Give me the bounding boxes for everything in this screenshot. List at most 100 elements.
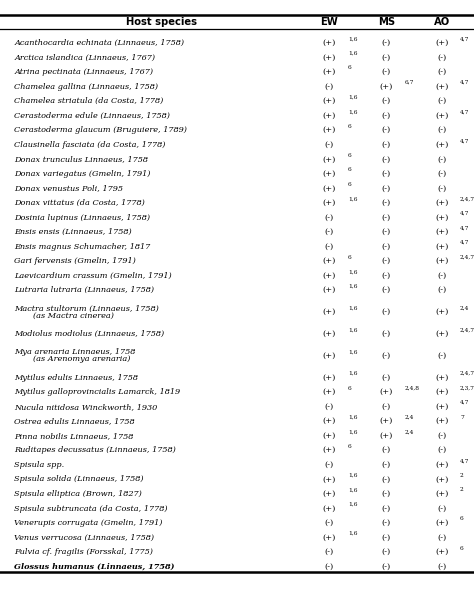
Text: 2,4,8: 2,4,8	[405, 386, 419, 390]
Text: Lutraria lutraria (Linnaeus, 1758): Lutraria lutraria (Linnaeus, 1758)	[14, 286, 154, 295]
Text: (+): (+)	[323, 352, 336, 360]
Text: Acanthocardia echinata (Linnaeus, 1758): Acanthocardia echinata (Linnaeus, 1758)	[14, 39, 184, 47]
Text: 6: 6	[348, 182, 352, 187]
Text: (+): (+)	[323, 54, 336, 61]
Text: (-): (-)	[382, 548, 391, 556]
Text: 2,4: 2,4	[405, 415, 414, 419]
Text: 2: 2	[460, 487, 464, 493]
Text: (-): (-)	[382, 257, 391, 265]
Text: Fulvia cf. fragilis (Forsskal, 1775): Fulvia cf. fragilis (Forsskal, 1775)	[14, 548, 153, 556]
Text: 7: 7	[460, 415, 464, 419]
Text: Modiolus modiolus (Linnaeus, 1758): Modiolus modiolus (Linnaeus, 1758)	[14, 330, 164, 338]
Text: Dosinia lupinus (Linnaeus, 1758): Dosinia lupinus (Linnaeus, 1758)	[14, 214, 150, 221]
Text: (-): (-)	[382, 352, 391, 360]
Text: 1,6: 1,6	[348, 531, 357, 536]
Text: (+): (+)	[435, 548, 448, 556]
Text: (+): (+)	[380, 417, 393, 425]
Text: (-): (-)	[437, 272, 447, 280]
Text: 2,4: 2,4	[405, 429, 414, 434]
Text: (+): (+)	[323, 97, 336, 105]
Text: Clausinella fasciata (da Costa, 1778): Clausinella fasciata (da Costa, 1778)	[14, 141, 165, 149]
Text: (+): (+)	[435, 39, 448, 47]
Text: (-): (-)	[437, 170, 447, 178]
Text: (+): (+)	[323, 308, 336, 316]
Text: (+): (+)	[323, 505, 336, 512]
Text: 1,6: 1,6	[348, 284, 357, 289]
Text: (-): (-)	[382, 446, 391, 455]
Text: (-): (-)	[325, 243, 334, 250]
Text: (-): (-)	[325, 403, 334, 411]
Text: 2,3,7: 2,3,7	[460, 386, 474, 390]
Text: (+): (+)	[435, 417, 448, 425]
Text: 6: 6	[460, 546, 464, 550]
Text: (+): (+)	[323, 475, 336, 483]
Text: (-): (-)	[382, 286, 391, 295]
Text: Ostrea edulis Linnaeus, 1758: Ostrea edulis Linnaeus, 1758	[14, 417, 135, 425]
Text: 4,7: 4,7	[460, 226, 469, 230]
Text: Chamelea striatula (da Costa, 1778): Chamelea striatula (da Costa, 1778)	[14, 97, 164, 105]
Text: 4,7: 4,7	[460, 80, 469, 85]
Text: Mya arenaria Linnaeus, 1758: Mya arenaria Linnaeus, 1758	[14, 348, 136, 356]
Text: (-): (-)	[382, 475, 391, 483]
Text: (+): (+)	[380, 83, 393, 90]
Text: (+): (+)	[435, 228, 448, 236]
Text: (-): (-)	[437, 184, 447, 192]
Text: Ensis ensis (Linnaeus, 1758): Ensis ensis (Linnaeus, 1758)	[14, 228, 132, 236]
Text: (+): (+)	[435, 214, 448, 221]
Text: (+): (+)	[323, 432, 336, 440]
Text: (-): (-)	[382, 374, 391, 381]
Text: (-): (-)	[437, 563, 447, 571]
Text: (+): (+)	[380, 432, 393, 440]
Text: (-): (-)	[325, 141, 334, 149]
Text: 1,6: 1,6	[348, 371, 357, 376]
Text: (-): (-)	[382, 141, 391, 149]
Text: (+): (+)	[435, 490, 448, 498]
Text: 4,7: 4,7	[460, 400, 469, 405]
Text: (+): (+)	[323, 286, 336, 295]
Text: (-): (-)	[325, 519, 334, 527]
Text: Donax vittatus (da Costa, 1778): Donax vittatus (da Costa, 1778)	[14, 199, 145, 207]
Text: (-): (-)	[382, 39, 391, 47]
Text: (-): (-)	[382, 199, 391, 207]
Text: (+): (+)	[323, 68, 336, 76]
Text: (-): (-)	[325, 548, 334, 556]
Text: (+): (+)	[323, 490, 336, 498]
Text: 2,4,7: 2,4,7	[460, 255, 474, 259]
Text: Host species: Host species	[126, 17, 197, 27]
Text: (+): (+)	[323, 39, 336, 47]
Text: 6: 6	[348, 153, 352, 158]
Text: (-): (-)	[437, 54, 447, 61]
Text: Pinna nobilis Linnaeus, 1758: Pinna nobilis Linnaeus, 1758	[14, 432, 134, 440]
Text: (+): (+)	[323, 417, 336, 425]
Text: 6: 6	[348, 444, 352, 449]
Text: (+): (+)	[435, 374, 448, 381]
Text: (-): (-)	[382, 243, 391, 250]
Text: 2,4,7: 2,4,7	[460, 371, 474, 376]
Text: Arctica islandica (Linnaeus, 1767): Arctica islandica (Linnaeus, 1767)	[14, 54, 155, 61]
Text: (-): (-)	[382, 505, 391, 512]
Text: 1,6: 1,6	[348, 415, 357, 419]
Text: 6,7: 6,7	[405, 80, 414, 85]
Text: (+): (+)	[323, 374, 336, 381]
Text: (+): (+)	[435, 475, 448, 483]
Text: (-): (-)	[325, 563, 334, 571]
Text: 2,4,7: 2,4,7	[460, 196, 474, 202]
Text: (+): (+)	[323, 112, 336, 120]
Text: 1,6: 1,6	[348, 306, 357, 311]
Text: Spisula subtruncata (da Costa, 1778): Spisula subtruncata (da Costa, 1778)	[14, 505, 168, 512]
Text: MS: MS	[378, 17, 395, 27]
Text: 1,6: 1,6	[348, 502, 357, 507]
Text: Venus verrucosa (Linnaeus, 1758): Venus verrucosa (Linnaeus, 1758)	[14, 534, 154, 541]
Text: (-): (-)	[382, 228, 391, 236]
Text: 6: 6	[348, 65, 352, 70]
Text: (-): (-)	[382, 519, 391, 527]
Text: (-): (-)	[382, 330, 391, 338]
Text: (-): (-)	[437, 126, 447, 134]
Text: (-): (-)	[382, 170, 391, 178]
Text: (-): (-)	[382, 214, 391, 221]
Text: (+): (+)	[380, 388, 393, 396]
Text: 4,7: 4,7	[460, 458, 469, 464]
Text: Laevicardium crassum (Gmelin, 1791): Laevicardium crassum (Gmelin, 1791)	[14, 272, 172, 280]
Text: 2: 2	[460, 473, 464, 478]
Text: 1,6: 1,6	[348, 51, 357, 56]
